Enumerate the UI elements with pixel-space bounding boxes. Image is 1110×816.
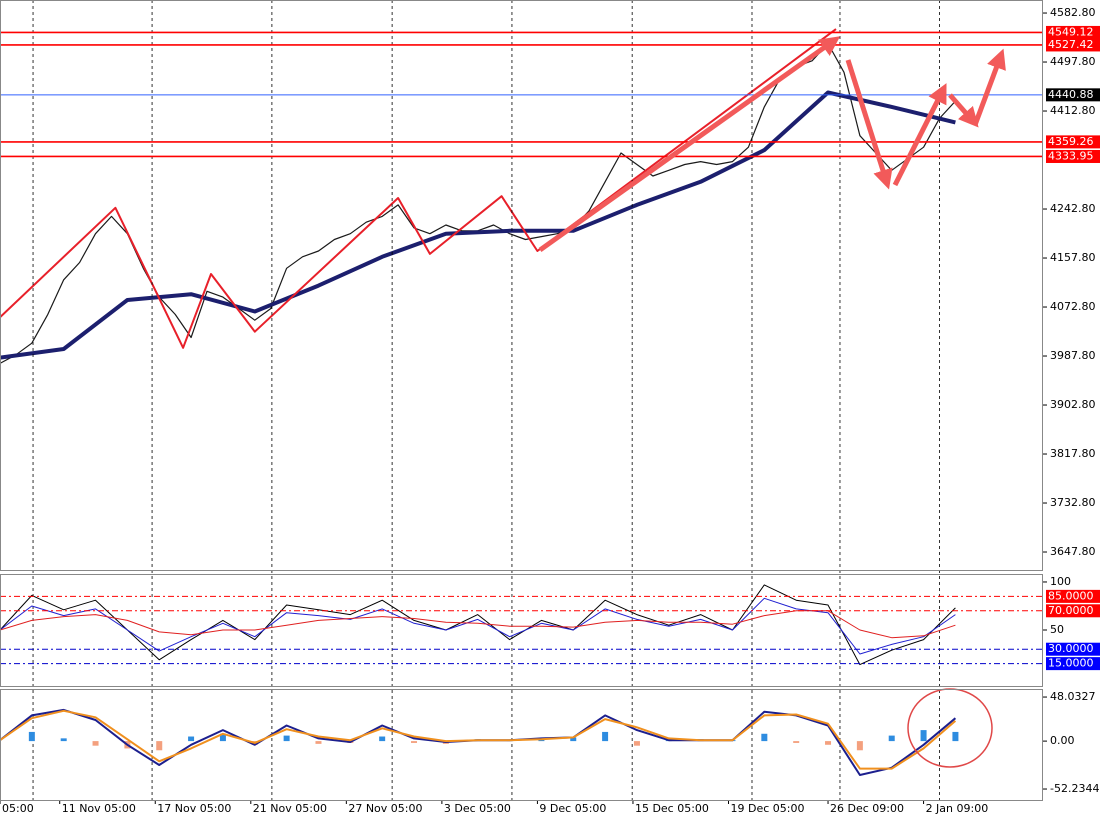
panel (0, 28, 956, 364)
y-tick-label: 100 (1050, 575, 1071, 588)
y-tick-label: 4497.80 (1050, 55, 1096, 68)
histogram-bar (633, 741, 640, 746)
x-tick-label: 11 Nov 05:00 (62, 802, 136, 815)
level-label: 70.0000 (1048, 604, 1094, 617)
arrow (948, 93, 979, 128)
x-tick-label: 21 Nov 05:00 (253, 802, 327, 815)
y-tick-label: 0.00 (1050, 734, 1075, 747)
level-label: 4440.88 (1048, 88, 1094, 101)
arrow (972, 48, 1006, 126)
level-label: 15.0000 (1048, 657, 1094, 670)
y-tick-label: -52.2344 (1050, 782, 1099, 795)
y-tick-label: 4582.80 (1050, 6, 1096, 19)
level-label: 4359.26 (1048, 135, 1094, 148)
x-tick-label: 9 Dec 05:00 (539, 802, 606, 815)
series-line (0, 709, 957, 770)
level-label-box (1046, 642, 1100, 656)
frames (0, 0, 1043, 801)
arrow (845, 59, 893, 190)
histogram-bar (379, 736, 386, 742)
arrow (538, 36, 841, 253)
y-tick-label: 4412.80 (1050, 104, 1096, 117)
x-tick-label: 26 Dec 09:00 (830, 802, 904, 815)
level-label: 85.0000 (1048, 589, 1094, 602)
level-label-box (1046, 149, 1100, 163)
x-tick-label: 3 Dec 05:00 (444, 802, 511, 815)
level-label: 30.0000 (1048, 642, 1094, 655)
level-label-box (1046, 589, 1100, 603)
series-line (0, 610, 956, 639)
level-label-box (1046, 38, 1100, 52)
histogram-bar (888, 735, 895, 742)
x-tick-label: 2 Jan 09:00 (926, 802, 989, 815)
level-label-box (1046, 604, 1100, 618)
y-tick-label: 48.0327 (1050, 690, 1096, 703)
x-tick-label: 19 Dec 05:00 (731, 802, 805, 815)
level-label: 4549.12 (1048, 25, 1094, 38)
y-tick-label: 50 (1050, 623, 1064, 636)
arrow (892, 83, 947, 187)
histogram-bar (856, 741, 863, 751)
panel (0, 584, 956, 666)
y-tick-label: 3902.80 (1050, 398, 1096, 411)
histogram-bar (793, 741, 800, 743)
panel-frame (0, 574, 1043, 687)
level-label: 4527.42 (1048, 38, 1094, 51)
series-line (0, 584, 956, 666)
y-tick-label: 3987.80 (1050, 349, 1096, 362)
y-tick-label: 3647.80 (1050, 545, 1096, 558)
level-label-box (1046, 88, 1100, 102)
panel-frame (0, 0, 1043, 571)
histogram-bar (283, 735, 290, 742)
series-line (0, 90, 956, 360)
highlight-circle (907, 688, 993, 768)
histogram-bar (188, 736, 195, 742)
histogram-bar (315, 741, 322, 744)
histogram-bar (761, 733, 768, 742)
x-tick-label: 17 Nov 05:00 (157, 802, 231, 815)
histogram-bar (219, 733, 226, 742)
level-label-box (1046, 25, 1100, 39)
histogram-bar (952, 731, 959, 742)
histogram-bar (602, 731, 609, 742)
y-tick-label: 4242.80 (1050, 202, 1096, 215)
level-label-box (1046, 657, 1100, 671)
level-label: 4333.95 (1048, 149, 1094, 162)
histogram-bar (92, 741, 99, 746)
series-line (0, 42, 956, 364)
x-tick-label: 27 Nov 05:00 (348, 802, 422, 815)
x-tick-label: 15 Dec 05:00 (635, 802, 709, 815)
histogram-bar (825, 741, 832, 745)
trend-arrows (538, 36, 1006, 253)
histogram-bar (60, 738, 67, 742)
y-tick-label: 4157.80 (1050, 251, 1096, 264)
y-tick-label: 3732.80 (1050, 496, 1096, 509)
histogram-bar (28, 731, 35, 742)
panel (0, 708, 959, 776)
histogram-bar (570, 737, 577, 742)
panel-frame (0, 689, 1043, 801)
series-line (0, 597, 956, 655)
x-tick-label: 05:00 (2, 802, 34, 815)
histogram-bar (920, 730, 927, 742)
histogram-bar (156, 741, 163, 751)
y-tick-label: 4072.80 (1050, 300, 1096, 313)
histogram-bar (411, 741, 418, 743)
series-line (0, 28, 837, 349)
y-tick-label: 3817.80 (1050, 447, 1096, 460)
level-label-box (1046, 135, 1100, 149)
